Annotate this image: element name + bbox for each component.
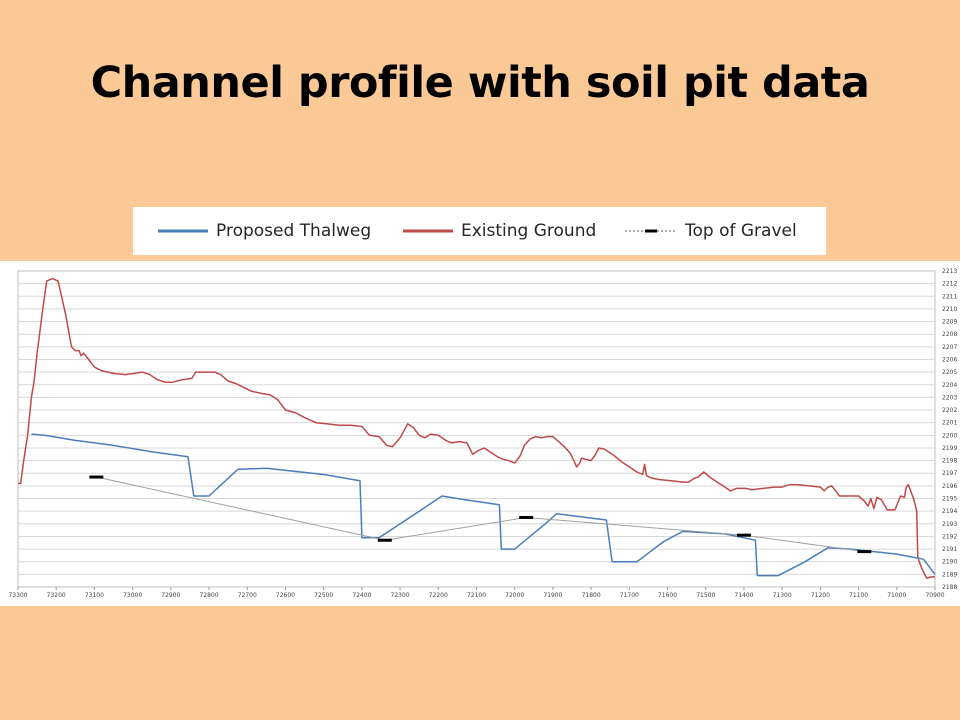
y-tick-label: 2204: [942, 382, 957, 389]
x-tick-label: 71400: [734, 592, 753, 599]
x-tick-label: 72300: [391, 592, 410, 599]
y-tick-label: 2195: [942, 496, 957, 503]
x-tick-label: 73000: [123, 592, 142, 599]
legend-item-thalweg: Proposed Thalweg: [158, 207, 371, 255]
y-tick-label: 2202: [942, 407, 957, 414]
x-tick-label: 71500: [696, 592, 715, 599]
legend-swatch-gravel: [625, 229, 677, 233]
legend-swatch-ground: [403, 229, 453, 233]
y-tick-label: 2189: [942, 571, 957, 578]
x-tick-label: 72500: [314, 592, 333, 599]
x-tick-label: 73200: [47, 592, 66, 599]
y-tick-label: 2199: [942, 445, 957, 452]
slide-title: Channel profile with soil pit data: [90, 58, 870, 108]
y-tick-label: 2206: [942, 356, 957, 363]
series-line-top-of-gravel: [96, 476, 865, 553]
series-line-existing-ground: [18, 277, 935, 579]
x-tick-label: 72100: [467, 592, 486, 599]
legend-item-gravel: Top of Gravel: [625, 207, 797, 255]
x-tick-label: 72400: [352, 592, 371, 599]
x-tick-label: 72200: [429, 592, 448, 599]
x-tick-label: 71800: [582, 592, 601, 599]
channel-profile-chart: 2188 2189 2190 2191 2192 2193 2194 2195 2196 2197…: [8, 268, 957, 599]
x-tick-label: 72700: [238, 592, 257, 599]
x-tick-label: 72800: [199, 592, 218, 599]
y-tick-label: 2201: [942, 420, 957, 427]
legend-swatch-thalweg: [158, 229, 208, 233]
y-tick-label: 2209: [942, 319, 957, 326]
legend-label-ground: Existing Ground: [461, 221, 597, 241]
y-tick-label: 2207: [942, 344, 957, 351]
x-tick-label: 73300: [8, 592, 27, 599]
y-tick-label: 2210: [942, 306, 957, 313]
y-tick-label: 2192: [942, 533, 957, 540]
x-tick-label: 73100: [85, 592, 104, 599]
y-tick-label: 2208: [942, 331, 957, 338]
legend-label-gravel: Top of Gravel: [685, 221, 797, 241]
y-tick-label: 2213: [942, 268, 957, 275]
y-tick-label: 2194: [942, 508, 957, 515]
x-tick-label: 72900: [161, 592, 180, 599]
x-tick-label: 71900: [543, 592, 562, 599]
y-tick-label: 2212: [942, 281, 957, 288]
legend-item-ground: Existing Ground: [403, 207, 596, 255]
y-tick-label: 2191: [942, 546, 957, 553]
legend-label-thalweg: Proposed Thalweg: [216, 221, 372, 241]
x-tick-label: 71300: [773, 592, 792, 599]
y-tick-label: 2188: [942, 584, 957, 591]
x-tick-label: 71000: [887, 592, 906, 599]
chart-legend: Proposed Thalweg Existing Ground Top of …: [133, 207, 826, 255]
series-line-proposed-thalweg: [31, 433, 936, 577]
y-tick-label: 2196: [942, 483, 957, 490]
x-tick-label: 71200: [811, 592, 830, 599]
y-tick-label: 2198: [942, 458, 957, 465]
y-tick-label: 2205: [942, 369, 957, 376]
x-tick-label: 71100: [849, 592, 868, 599]
x-tick-label: 72000: [505, 592, 524, 599]
y-tick-label: 2200: [942, 432, 957, 439]
x-tick-label: 71700: [620, 592, 639, 599]
y-tick-label: 2193: [942, 521, 957, 528]
x-tick-label: 70900: [925, 592, 944, 599]
y-tick-label: 2197: [942, 470, 957, 477]
plot-frame: [17, 270, 936, 588]
x-tick-label: 72600: [276, 592, 295, 599]
chart-area: 2188 2189 2190 2191 2192 2193 2194 2195 2196 2197…: [0, 261, 960, 606]
x-tick-label: 71600: [658, 592, 677, 599]
y-tick-label: 2190: [942, 559, 957, 566]
y-tick-label: 2211: [942, 293, 957, 300]
y-tick-label: 2203: [942, 394, 957, 401]
